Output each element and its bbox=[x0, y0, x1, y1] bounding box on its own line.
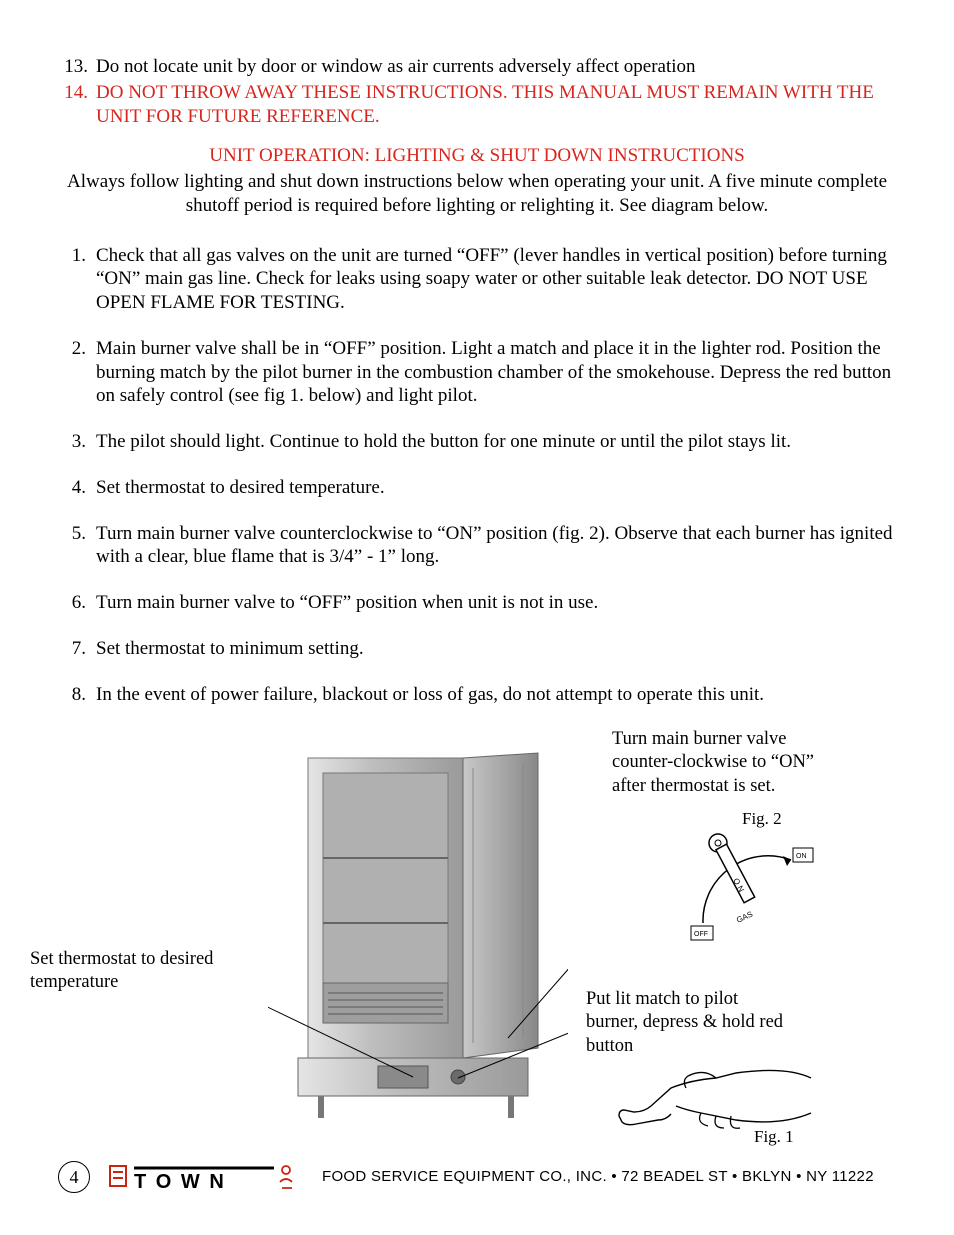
footer-text: FOOD SERVICE EQUIPMENT CO., INC. • 72 BE… bbox=[322, 1168, 874, 1187]
step-number: 4. bbox=[58, 476, 96, 500]
figure-area: Set thermostat to desired temperature Tu… bbox=[58, 728, 896, 1188]
step-text: Set thermostat to minimum setting. bbox=[96, 637, 896, 661]
svg-text:OFF: OFF bbox=[694, 931, 708, 938]
svg-text:ON: ON bbox=[796, 853, 807, 860]
step: 8.In the event of power failure, blackou… bbox=[58, 683, 896, 707]
step-number: 8. bbox=[58, 683, 96, 707]
section-title: UNIT OPERATION: LIGHTING & SHUT DOWN INS… bbox=[58, 144, 896, 168]
step-number: 5. bbox=[58, 522, 96, 570]
callout-thermostat: Set thermostat to desired temperature bbox=[30, 948, 230, 994]
section-intro: Always follow lighting and shut down ins… bbox=[58, 170, 896, 218]
step: 6.Turn main burner valve to “OFF” positi… bbox=[58, 591, 896, 615]
svg-text:GAS: GAS bbox=[735, 910, 754, 925]
precaution-item-warning: 14. DO NOT THROW AWAY THESE INSTRUCTIONS… bbox=[58, 81, 896, 129]
step: 7.Set thermostat to minimum setting. bbox=[58, 637, 896, 661]
callout-valve: Turn main burner valve counter-clockwise… bbox=[612, 728, 842, 797]
smokehouse-illustration bbox=[268, 748, 568, 1128]
hand-illustration bbox=[616, 1058, 816, 1148]
step-text: Main burner valve shall be in “OFF” posi… bbox=[96, 337, 896, 408]
step: 1.Check that all gas valves on the unit … bbox=[58, 244, 896, 315]
list-number: 13. bbox=[58, 55, 96, 79]
step-number: 7. bbox=[58, 637, 96, 661]
step-number: 3. bbox=[58, 430, 96, 454]
step: 5.Turn main burner valve counterclockwis… bbox=[58, 522, 896, 570]
step: 3.The pilot should light. Continue to ho… bbox=[58, 430, 896, 454]
step: 2.Main burner valve shall be in “OFF” po… bbox=[58, 337, 896, 408]
precaution-item: 13. Do not locate unit by door or window… bbox=[58, 55, 896, 79]
valve-diagram: OFF ON GAS O N bbox=[683, 818, 833, 968]
page-footer: 4 T O W N FOOD SERVICE EQUIPMENT CO., IN… bbox=[0, 1157, 954, 1197]
step-text: Turn main burner valve counterclockwise … bbox=[96, 522, 896, 570]
operation-steps: 1.Check that all gas valves on the unit … bbox=[58, 244, 896, 707]
svg-text:T O W N: T O W N bbox=[134, 1171, 226, 1193]
step-text: Turn main burner valve to “OFF” position… bbox=[96, 591, 896, 615]
page-number: 4 bbox=[58, 1161, 90, 1193]
step-text: Set thermostat to desired temperature. bbox=[96, 476, 896, 500]
list-text: Do not locate unit by door or window as … bbox=[96, 55, 896, 79]
step-number: 2. bbox=[58, 337, 96, 408]
step-text: The pilot should light. Continue to hold… bbox=[96, 430, 896, 454]
step-text: Check that all gas valves on the unit ar… bbox=[96, 244, 896, 315]
step-number: 6. bbox=[58, 591, 96, 615]
list-number: 14. bbox=[58, 81, 96, 129]
precaution-list: 13. Do not locate unit by door or window… bbox=[58, 55, 896, 128]
step-text: In the event of power failure, blackout … bbox=[96, 683, 896, 707]
step: 4.Set thermostat to desired temperature. bbox=[58, 476, 896, 500]
step-number: 1. bbox=[58, 244, 96, 315]
list-text: DO NOT THROW AWAY THESE INSTRUCTIONS. TH… bbox=[96, 81, 896, 129]
company-logo: T O W N bbox=[108, 1160, 308, 1194]
callout-pilot: Put lit match to pilot burner, depress &… bbox=[586, 988, 786, 1057]
